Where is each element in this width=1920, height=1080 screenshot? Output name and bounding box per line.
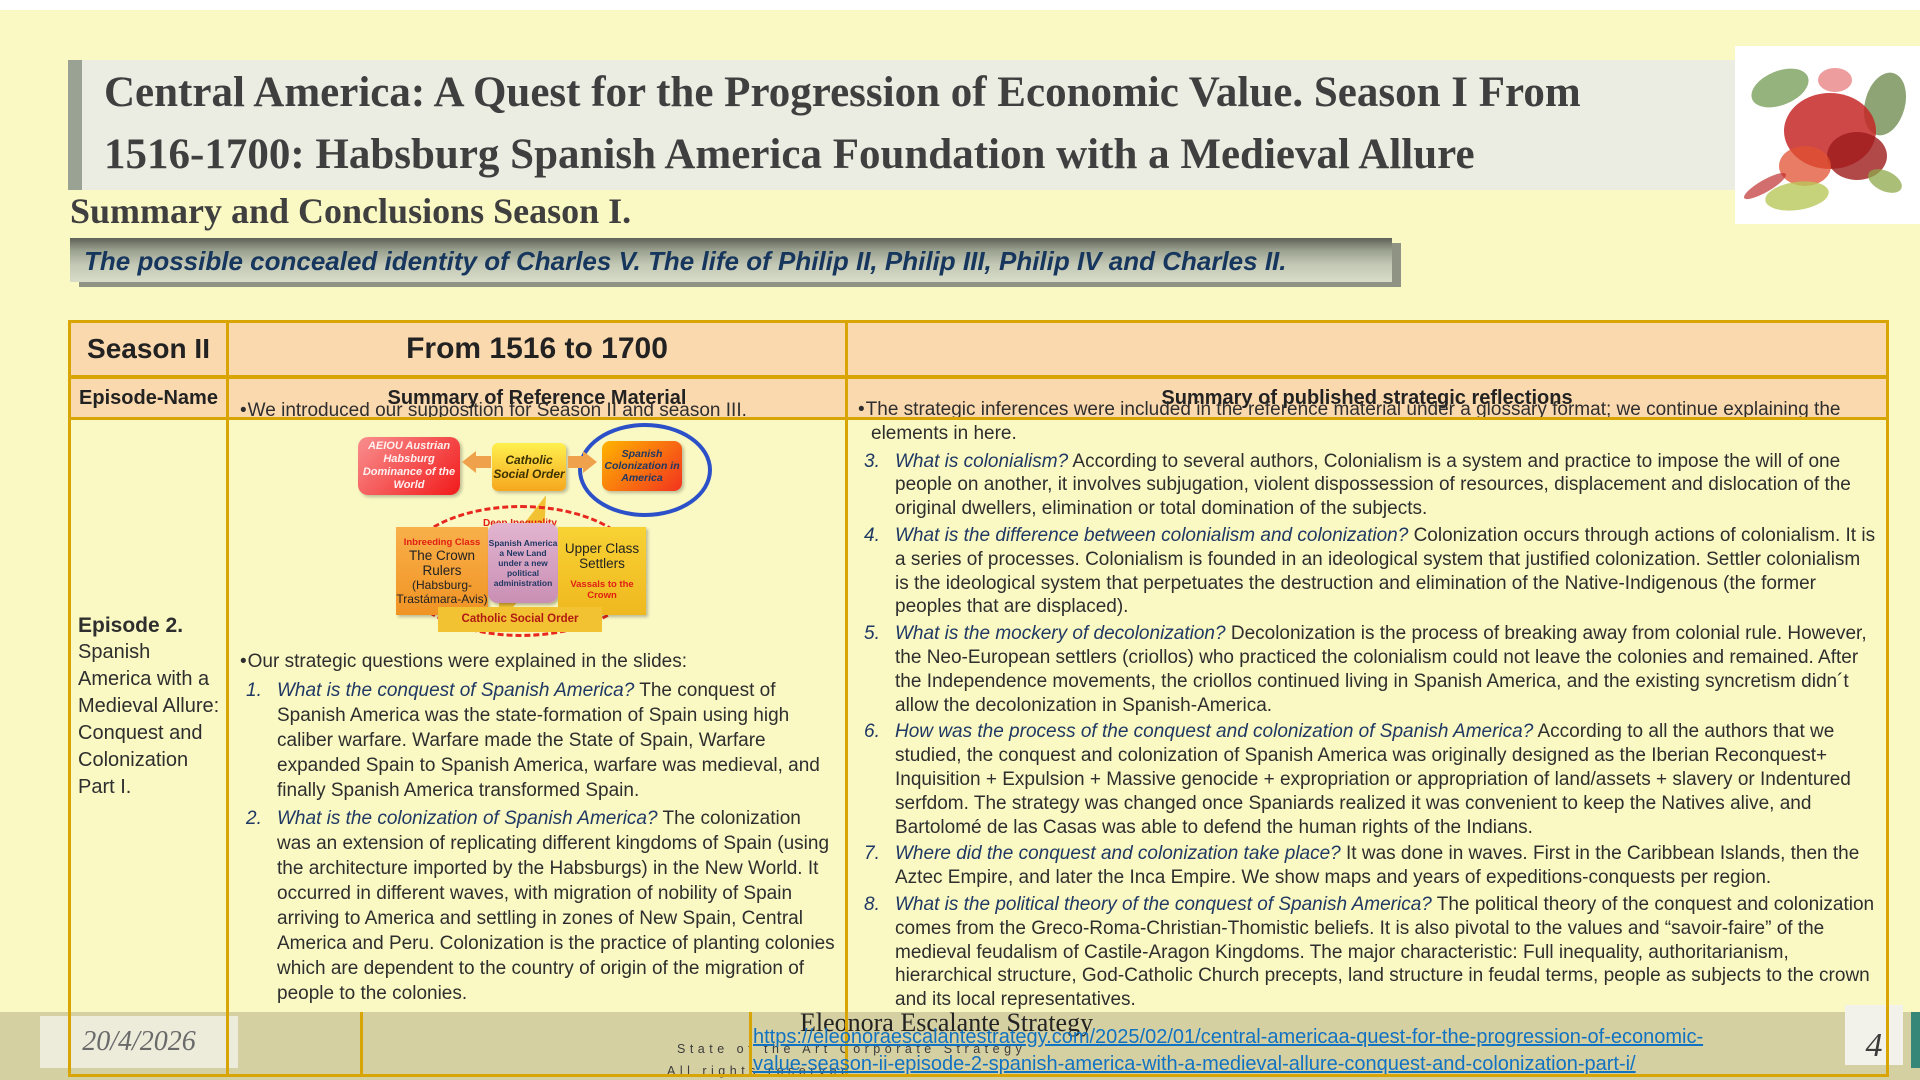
footer-divider-1 [360,1012,363,1077]
header-episode-name: Episode-Name [71,379,226,417]
label-catholic-social-order: Catholic Social Order [438,607,602,632]
title-box: Central America: A Quest for the Progres… [68,60,1799,190]
reflections-cell: The strategic inferences were included i… [858,398,1876,1012]
qa-number: 2. [246,808,262,829]
arrow-right-bar [568,456,583,468]
qa-answer: According to several authors, Colonialis… [895,450,1851,520]
qa-answer: Colonization occurs through actions of c… [895,524,1876,618]
reference-bullet-2: Our strategic questions were explained i… [240,649,838,674]
qa-item: 7. Where did the conquest and colonizatio… [858,842,1876,890]
qa-number: 4. [864,524,880,546]
table-border-header2 [68,417,1889,420]
subtitle: Summary and Conclusions Season I. [70,191,632,231]
link-line-2[interactable]: value-season-ii-episode-2-spanish-americ… [753,1053,1636,1075]
qa-item: 5. What is the mockery of decolonization?… [858,622,1876,717]
reflections-question-list: 3. What is colonialism? According to seve… [858,450,1876,1012]
link-line-1[interactable]: https://eleonoraescalantestrategy.com/20… [753,1026,1704,1048]
blog-post-link[interactable]: https://eleonoraescalantestrategy.com/20… [753,1024,1903,1078]
highlight-banner: The possible concealed identity of Charl… [70,238,1392,282]
qa-answer: The conquest of Spanish America was the … [277,680,820,801]
header-range: From 1516 to 1700 [229,323,845,375]
diagram-box-colonization: Spanish Colonization in America [602,441,682,491]
reference-question-list: 1. What is the conquest of Spanish Americ… [240,678,838,1006]
arrow-right-icon [583,451,597,473]
brand-tagline: State of the Art Corporate Strategy [677,1042,1027,1056]
diagram-box-catholic: Catholic Social Order [492,443,566,491]
diagram-box-crown: Inbreeding Class The Crown Rulers (Habsb… [396,527,488,615]
qa-question: Where did the conquest and colonization … [895,843,1341,865]
diagram-box-habsburg: AEIOU Austrian Habsburg Dominance of the… [358,437,460,495]
table-border-bottom [68,1074,1889,1077]
reflections-bullet-1: The strategic inferences were included i… [858,398,1876,446]
page-title: Central America: A Quest for the Progres… [104,62,1764,186]
diagram-box-newland: Spanish America a New Land under a new p… [488,523,558,603]
qa-answer: The political theory of the conquest and… [895,893,1875,1011]
qa-item: 1. What is the conquest of Spanish Americ… [240,678,838,803]
header-empty [848,323,1886,375]
table-border-col1 [226,320,229,1077]
qa-answer: According to all the authors that we stu… [895,721,1851,838]
episode-cell: Episode 2. Spanish America with a Mediev… [78,612,220,801]
title-line-2: 1516-1700: Habsburg Spanish America Foun… [104,131,1475,178]
crown-rulers-line2: (Habsburg-Trastámara-Avis) [396,577,488,606]
banner-text: The possible concealed identity of Charl… [84,246,1287,276]
header-season: Season II [71,323,226,375]
qa-answer: Decolonization is the process of breakin… [895,623,1867,716]
footer-divider-2 [749,1012,752,1077]
table-border-col2 [845,320,848,1077]
title-line-1: Central America: A Quest for the Progres… [104,69,1581,116]
qa-item: 8. What is the political theory of the co… [858,893,1876,1012]
slide-date: 20/4/2026 [40,1016,238,1068]
label-inbreeding-class: Inbreeding Class [403,536,481,548]
table-border-right [1886,320,1889,1077]
watercolor-flower-icon [1744,68,1907,211]
episode-subtitle: Spanish America with a Medieval Allure: … [78,641,220,798]
blue-ellipse [578,423,712,517]
table-border-top [68,320,1889,323]
qa-answer: It was done in waves. First in the Carib… [895,843,1860,889]
qa-answer: The colonization was an extension of rep… [277,808,835,1004]
supposition-diagram: AEIOU Austrian Habsburg Dominance of the… [240,423,838,643]
table-border-left [68,320,71,1077]
settlers-label: Upper Class Settlers [564,541,640,571]
qa-item: 2. What is the colonization of Spanish Am… [240,806,838,1006]
qa-question: How was the process of the conquest and … [895,721,1534,743]
qa-number: 5. [864,623,880,645]
crown-rulers-line1: The Crown Rulers [408,547,476,578]
page-number: 4 [1845,1005,1903,1065]
qa-number: 6. [864,721,880,743]
arrow-left-bar [476,456,491,468]
qa-question: What is colonialism? [895,450,1069,472]
footer-band [0,1012,1920,1080]
flower-image [1735,46,1920,224]
arrow-left-icon [462,451,476,473]
qa-question: What is the mockery of decolonization? [895,623,1226,645]
qa-number: 7. [864,843,880,865]
qa-item: 6. How was the process of the conquest an… [858,720,1876,839]
diagram-box-settlers: Upper Class Settlers Vassals to the Crow… [558,527,646,615]
qa-question: What is the colonization of Spanish Amer… [277,808,658,829]
brand-name: Eleonora Escalante Strategy [800,1008,1094,1037]
qa-question: What is the conquest of Spanish America? [277,680,635,701]
qa-number: 1. [246,680,262,701]
teal-edge-tab [1911,1012,1920,1068]
qa-number: 8. [864,893,880,915]
episode-title: Episode 2. [78,614,184,637]
qa-question: What is the difference between coloniali… [895,524,1409,546]
label-vassals: Vassals to the Crown [570,579,634,601]
reference-bullet-1: We introduced our supposition for Season… [240,398,838,423]
qa-item: 3. What is colonialism? According to seve… [858,450,1876,521]
qa-question: What is the political theory of the conq… [895,893,1432,915]
table-border-header1 [68,375,1889,379]
qa-item: 4. What is the difference between colonia… [858,524,1876,619]
qa-number: 3. [864,450,880,472]
top-margin-strip [0,0,1920,10]
reference-cell: We introduced our supposition for Season… [240,398,838,1006]
